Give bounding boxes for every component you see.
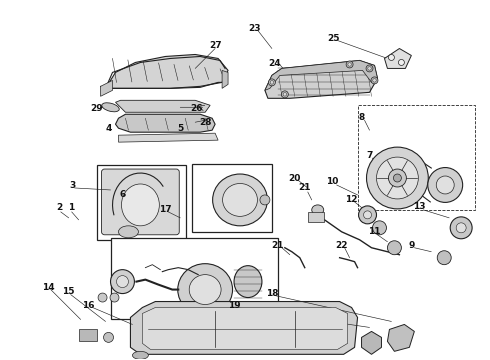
- Ellipse shape: [132, 351, 148, 359]
- Polygon shape: [119, 133, 218, 142]
- Ellipse shape: [270, 81, 273, 84]
- Ellipse shape: [373, 78, 376, 82]
- Ellipse shape: [213, 174, 268, 226]
- Text: 20: 20: [289, 174, 301, 183]
- Polygon shape: [130, 302, 358, 354]
- Ellipse shape: [436, 176, 454, 194]
- Text: 28: 28: [199, 118, 211, 127]
- Bar: [97, 165, 186, 240]
- Ellipse shape: [110, 293, 119, 302]
- Text: 29: 29: [90, 104, 103, 113]
- Ellipse shape: [368, 67, 371, 70]
- Text: 5: 5: [177, 124, 183, 133]
- Polygon shape: [265, 60, 377, 98]
- Polygon shape: [362, 332, 382, 354]
- Text: 8: 8: [358, 113, 365, 122]
- Text: 16: 16: [82, 301, 95, 310]
- Ellipse shape: [222, 184, 257, 216]
- Text: 21: 21: [271, 241, 284, 250]
- Text: 1: 1: [68, 203, 74, 212]
- Ellipse shape: [103, 332, 114, 342]
- Ellipse shape: [312, 205, 324, 215]
- Ellipse shape: [189, 275, 221, 305]
- Polygon shape: [116, 114, 215, 132]
- Ellipse shape: [346, 61, 353, 68]
- Ellipse shape: [260, 195, 270, 205]
- Polygon shape: [388, 324, 415, 351]
- Text: 7: 7: [367, 150, 373, 159]
- Bar: [308, 212, 324, 222]
- Text: 9: 9: [408, 241, 415, 250]
- Ellipse shape: [398, 59, 404, 66]
- Ellipse shape: [393, 174, 401, 182]
- Ellipse shape: [388, 241, 401, 255]
- Ellipse shape: [348, 63, 351, 66]
- Text: 15: 15: [62, 287, 75, 296]
- Ellipse shape: [111, 270, 134, 293]
- Text: 12: 12: [345, 195, 358, 204]
- Ellipse shape: [98, 293, 107, 302]
- Ellipse shape: [122, 184, 159, 226]
- Ellipse shape: [389, 54, 394, 60]
- Ellipse shape: [281, 91, 288, 98]
- Ellipse shape: [102, 103, 119, 112]
- Ellipse shape: [366, 65, 373, 72]
- Text: 6: 6: [120, 190, 125, 199]
- Polygon shape: [265, 60, 377, 90]
- Bar: [358, 105, 475, 210]
- Ellipse shape: [428, 167, 463, 202]
- Ellipse shape: [450, 217, 472, 239]
- Text: 10: 10: [326, 177, 339, 186]
- Text: 27: 27: [209, 41, 221, 50]
- Text: 4: 4: [105, 124, 112, 133]
- Text: 26: 26: [190, 104, 202, 113]
- Polygon shape: [100, 80, 113, 96]
- Polygon shape: [385, 49, 412, 68]
- Text: 21: 21: [298, 184, 311, 193]
- Ellipse shape: [376, 157, 418, 199]
- Polygon shape: [116, 100, 210, 112]
- Bar: [78, 329, 97, 341]
- Text: 22: 22: [335, 241, 348, 250]
- Ellipse shape: [371, 77, 378, 84]
- Ellipse shape: [119, 226, 138, 238]
- Text: 19: 19: [228, 301, 241, 310]
- Text: 17: 17: [159, 206, 171, 215]
- Ellipse shape: [437, 251, 451, 265]
- Text: 2: 2: [56, 203, 63, 212]
- Ellipse shape: [456, 223, 466, 233]
- FancyBboxPatch shape: [101, 169, 179, 235]
- Ellipse shape: [234, 266, 262, 298]
- Ellipse shape: [359, 206, 376, 224]
- Ellipse shape: [372, 221, 387, 235]
- Text: 3: 3: [70, 181, 76, 190]
- Bar: [192, 164, 272, 232]
- Bar: [111, 238, 278, 319]
- Ellipse shape: [117, 276, 128, 288]
- Polygon shape: [100, 54, 228, 88]
- Text: 14: 14: [43, 283, 55, 292]
- Ellipse shape: [364, 211, 371, 219]
- Text: 25: 25: [327, 34, 340, 43]
- Text: 13: 13: [413, 202, 426, 211]
- Text: 18: 18: [266, 289, 278, 298]
- Ellipse shape: [178, 264, 233, 315]
- Ellipse shape: [389, 169, 406, 187]
- Text: 11: 11: [368, 227, 381, 236]
- Polygon shape: [222, 71, 228, 88]
- Ellipse shape: [269, 79, 275, 86]
- Text: 24: 24: [269, 59, 281, 68]
- Ellipse shape: [367, 147, 428, 209]
- Text: 23: 23: [249, 24, 261, 33]
- Polygon shape: [143, 307, 347, 349]
- Ellipse shape: [283, 93, 287, 96]
